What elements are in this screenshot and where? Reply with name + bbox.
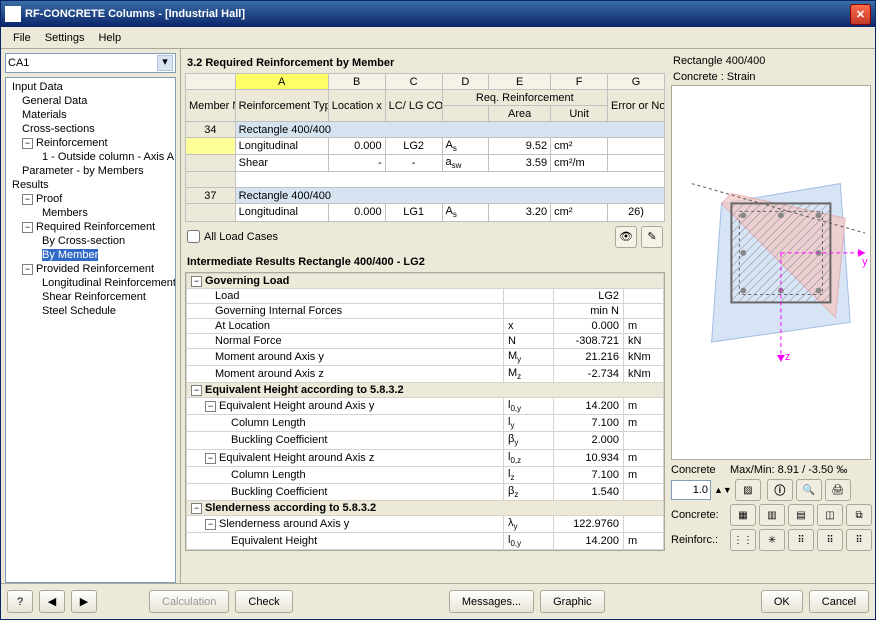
concrete-opt3[interactable]: ▤ xyxy=(788,504,814,526)
section-title: 3.2 Required Reinforcement by Member xyxy=(185,53,665,73)
nav-tree: Input Data General Data Materials Cross-… xyxy=(5,77,176,583)
table-row[interactable]: Shear--asw3.59cm²/m xyxy=(186,155,665,172)
print-btn[interactable]: 🖨 xyxy=(825,479,851,501)
tree-shear-reinf[interactable]: Shear Reinforcement xyxy=(8,290,173,304)
menu-settings[interactable]: Settings xyxy=(39,30,91,46)
view-icon[interactable]: 👁 xyxy=(615,226,637,248)
reinf-opt4[interactable]: ⠿ xyxy=(817,529,843,551)
tree-required[interactable]: −Required Reinforcement xyxy=(8,220,173,234)
tree-by-cs[interactable]: By Cross-section xyxy=(8,234,173,248)
tree-by-member[interactable]: By Member xyxy=(8,248,173,262)
svg-text:z: z xyxy=(785,351,790,363)
tree-reinforcement[interactable]: −Reinforcement xyxy=(8,136,173,150)
tree-members[interactable]: Members xyxy=(8,206,173,220)
cross-section-diagram: y z xyxy=(671,85,871,460)
reinf-opt2[interactable]: ✳ xyxy=(759,529,785,551)
table-row[interactable]: Longitudinal0.000LG1As3.20cm²26) xyxy=(186,204,665,221)
table-row[interactable]: Longitudinal0.000LG2As9.52cm² xyxy=(186,138,665,155)
table-row[interactable] xyxy=(186,172,665,188)
dropdown-icon[interactable]: ▾ xyxy=(157,55,173,71)
concrete-opt2[interactable]: ▥ xyxy=(759,504,785,526)
tree-materials[interactable]: Materials xyxy=(8,108,173,122)
concrete-row-label: Concrete: xyxy=(671,509,727,521)
concrete-label: Concrete xyxy=(671,464,727,476)
concrete-opt5[interactable]: ⧉ xyxy=(846,504,872,526)
reinf-opt3[interactable]: ⠿ xyxy=(788,529,814,551)
tree-provided[interactable]: −Provided Reinforcement xyxy=(8,262,173,276)
check-button[interactable]: Check xyxy=(235,590,292,613)
svg-text:y: y xyxy=(862,256,868,268)
table-row[interactable]: 34 Rectangle 400/400 xyxy=(186,122,665,138)
tree-proof[interactable]: −Proof xyxy=(8,192,173,206)
close-icon[interactable]: ✕ xyxy=(850,4,871,25)
messages-button[interactable]: Messages... xyxy=(449,590,534,613)
filter-icon[interactable]: ✎ xyxy=(641,226,663,248)
tree-long-reinf[interactable]: Longitudinal Reinforcement xyxy=(8,276,173,290)
ok-button[interactable]: OK xyxy=(761,590,803,613)
window-title: RF-CONCRETE Columns - [Industrial Hall] xyxy=(25,8,850,20)
intermediate-results: −Governing Load LoadLG2 Governing Intern… xyxy=(185,272,665,552)
help-btn[interactable]: ? xyxy=(7,590,33,613)
cancel-button[interactable]: Cancel xyxy=(809,590,869,613)
graphic-button[interactable]: Graphic xyxy=(540,590,605,613)
case-value: CA1 xyxy=(8,57,157,69)
reinf-opt5[interactable]: ⠿ xyxy=(846,529,872,551)
tree-results[interactable]: Results xyxy=(8,178,173,192)
all-load-cases-checkbox[interactable] xyxy=(187,230,200,243)
tree-parameter[interactable]: Parameter - by Members xyxy=(8,164,173,178)
reinforcement-table: A B C D E F G Member No Reinforcement Ty… xyxy=(185,73,665,222)
tree-general-data[interactable]: General Data xyxy=(8,94,173,108)
tree-input-data[interactable]: Input Data xyxy=(8,80,173,94)
calculation-button[interactable]: Calculation xyxy=(149,590,229,613)
table-row[interactable]: 37 Rectangle 400/400 xyxy=(186,188,665,204)
tree-outside-column[interactable]: 1 - Outside column - Axis A xyxy=(8,150,173,164)
reinf-row-label: Reinforc.: xyxy=(671,534,727,546)
tree-cross-sections[interactable]: Cross-sections xyxy=(8,122,173,136)
info-btn[interactable]: ⓘ xyxy=(767,479,793,501)
reinf-opt1[interactable]: ⋮⋮ xyxy=(730,529,756,551)
menu-file[interactable]: File xyxy=(7,30,37,46)
app-icon xyxy=(5,6,21,22)
menu-help[interactable]: Help xyxy=(92,30,127,46)
intermediate-title: Intermediate Results Rectangle 400/400 -… xyxy=(185,252,665,272)
diagram-label1: Rectangle 400/400 xyxy=(671,53,871,69)
maxmin-label: Max/Min: xyxy=(730,464,775,476)
hatch-btn[interactable]: ▨ xyxy=(735,479,761,501)
all-load-cases-label: All Load Cases xyxy=(204,231,278,243)
menubar: File Settings Help xyxy=(1,27,875,49)
prev-btn[interactable]: ◀ xyxy=(39,590,65,613)
concrete-opt4[interactable]: ◫ xyxy=(817,504,843,526)
case-select[interactable]: CA1 ▾ xyxy=(5,53,176,73)
concrete-opt1[interactable]: ▦ xyxy=(730,504,756,526)
next-btn[interactable]: ▶ xyxy=(71,590,97,613)
titlebar: RF-CONCRETE Columns - [Industrial Hall] … xyxy=(1,1,875,27)
maxmin-value: 8.91 / -3.50 ‰ xyxy=(778,464,848,476)
tree-steel-sched[interactable]: Steel Schedule xyxy=(8,304,173,318)
zoom-btn[interactable]: 🔍 xyxy=(796,479,822,501)
step-input[interactable] xyxy=(671,480,711,500)
diagram-label2: Concrete : Strain xyxy=(671,69,871,85)
